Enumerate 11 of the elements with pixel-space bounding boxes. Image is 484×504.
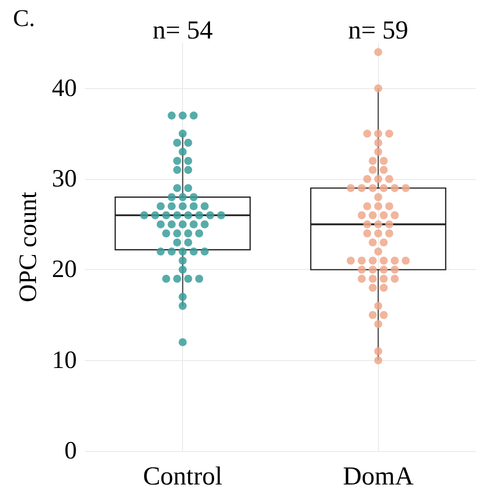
x-tick-label: DomA [342,462,414,490]
annotation: n= 59 [348,16,408,44]
y-axis-title: OPC count [15,192,42,302]
y-tick-label: 10 [52,346,77,374]
y-tick-label: 40 [52,74,77,102]
x-tick-label: Control [142,462,222,490]
chart-title: C. [13,6,36,32]
annotation: n= 54 [152,16,213,44]
y-tick-label: 30 [52,166,77,192]
y-tick-label: 20 [52,256,77,284]
y-tick-label: 0 [64,438,77,464]
